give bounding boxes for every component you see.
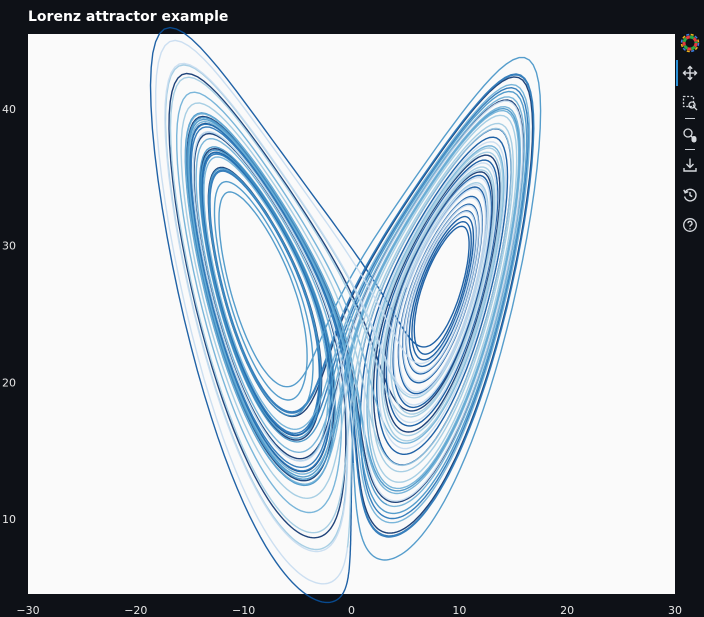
y-axis: 10 20 30 40 [2,103,16,526]
bokeh-logo-icon[interactable] [679,32,701,54]
help-icon[interactable] [679,214,701,236]
attractor-segment-6 [154,39,524,585]
x-axis: −30 −20 −10 0 10 20 30 [16,604,682,617]
x-tick-label: 10 [452,604,466,617]
attractor-curves [149,26,542,604]
plot-toolbar [676,30,704,240]
chart-title: Lorenz attractor example [28,9,229,25]
x-tick-label: 30 [668,604,682,617]
x-tick-label: −30 [16,604,39,617]
attractor-segment-2 [189,73,535,538]
wheel-zoom-icon[interactable] [679,124,701,146]
x-tick-label: 20 [560,604,574,617]
x-tick-label: −10 [232,604,255,617]
pan-icon[interactable] [679,62,701,84]
y-tick-label: 30 [2,240,16,253]
attractor-segment-4 [175,83,531,524]
toolbar-divider [685,118,695,119]
y-tick-label: 10 [2,513,16,526]
x-tick-label: −20 [124,604,147,617]
toolbar-divider [685,149,695,150]
reset-icon[interactable] [679,184,701,206]
active-tool-indicator [676,60,678,86]
y-tick-label: 20 [2,376,16,389]
box-zoom-icon[interactable] [679,92,701,114]
y-tick-label: 40 [2,103,16,116]
save-icon[interactable] [679,154,701,176]
attractor-segment-5 [164,64,518,551]
x-tick-label: 0 [348,604,355,617]
